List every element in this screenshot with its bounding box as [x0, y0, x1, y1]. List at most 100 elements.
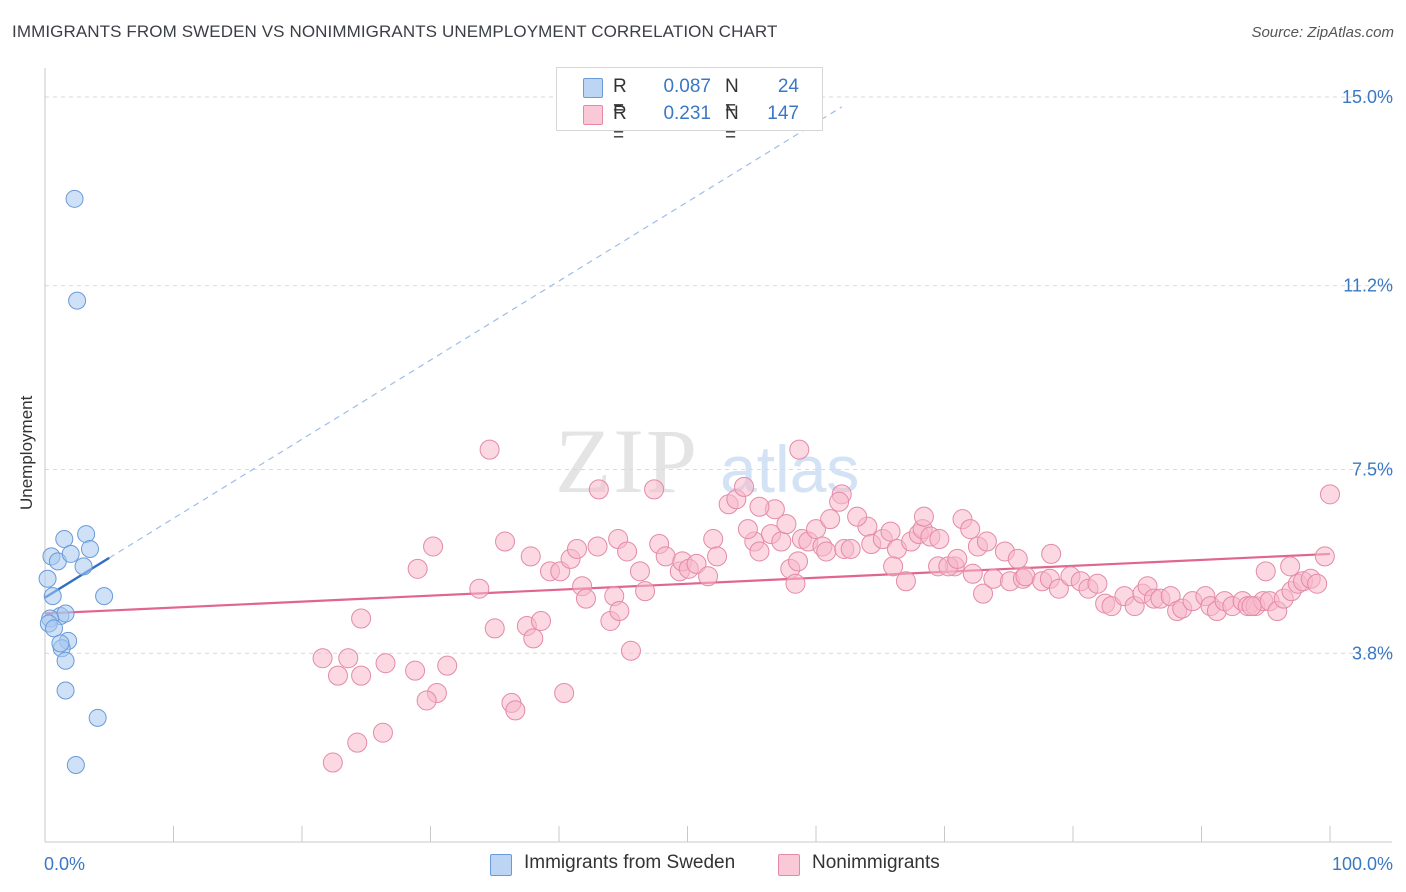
nonimmigrants-point: [929, 529, 950, 550]
nonimmigrants-point: [312, 648, 333, 669]
nonimmigrants-point: [1280, 556, 1301, 577]
sweden-point: [43, 587, 62, 606]
nonimmigrants-point: [635, 581, 656, 602]
nonimmigrants-point: [983, 568, 1004, 589]
sweden-point: [44, 619, 63, 638]
sweden-point: [65, 189, 84, 208]
y-tick-label: 15.0%: [1342, 87, 1393, 107]
nonimmigrants-point: [375, 653, 396, 674]
tick-labels: 3.8% 7.5% 11.2% 15.0% 0.0% 100.0%: [44, 87, 1393, 874]
trend-lines: [44, 106, 1331, 615]
nonimmigrants-point: [1307, 573, 1328, 594]
sweden-point: [55, 530, 74, 549]
nonimmigrants-point: [405, 660, 426, 681]
nonimmigrants-point: [655, 546, 676, 567]
nonimmigrants-point: [495, 531, 516, 552]
nonimmigrants-point: [531, 610, 552, 631]
nonimmigrants-point: [588, 479, 609, 500]
sweden-point: [61, 544, 80, 563]
nonimmigrants-point: [734, 476, 755, 497]
sweden-point: [56, 604, 75, 623]
nonimmigrants-point: [587, 536, 608, 557]
x-tick-label: 0.0%: [44, 854, 85, 874]
nonimmigrants-point: [847, 506, 868, 527]
nonimmigrants-point: [351, 608, 372, 629]
nonimmigrants-point: [806, 519, 826, 540]
legend-swatch-nonimmigrants: [583, 105, 603, 125]
legend-r-label: R =: [613, 76, 627, 119]
sweden-point: [68, 291, 87, 310]
nonimmigrants-point: [437, 655, 458, 676]
legend-r-value: 0.231: [663, 103, 711, 124]
nonimmigrants-point: [788, 551, 809, 572]
nonimmigrants-point: [484, 618, 505, 639]
sweden-point: [56, 651, 75, 670]
sweden-point: [74, 557, 93, 576]
nonimmigrants-point: [947, 548, 968, 569]
nonimmigrants-point: [776, 514, 797, 535]
nonimmigrants-point: [816, 541, 837, 562]
sweden-point: [95, 587, 114, 606]
nonimmigrants-point: [416, 690, 437, 711]
nonimmigrants-point: [785, 573, 806, 594]
watermark-zip: ZIP: [555, 410, 699, 512]
y-tick-label: 3.8%: [1352, 643, 1393, 663]
legend-n-value: 24: [777, 76, 799, 97]
sweden-point: [77, 525, 96, 544]
nonimmigrants-point: [962, 563, 983, 584]
nonimmigrants-point: [479, 439, 500, 460]
y-tick-label: 7.5%: [1352, 460, 1393, 480]
bottom-legend-label-nonimmigrants: Nonimmigrants: [812, 852, 940, 873]
nonimmigrants-point: [347, 732, 368, 753]
legend-n-label: N =: [725, 103, 739, 146]
nonimmigrants-point: [505, 700, 526, 721]
chart-source: Source: ZipAtlas.com: [1251, 24, 1394, 41]
nonimmigrants-point: [469, 578, 490, 599]
nonimmigrants-point: [609, 601, 630, 622]
legend-r-label: R =: [613, 103, 627, 146]
nonimmigrants-point: [973, 583, 994, 604]
legend-swatch-sweden: [583, 78, 603, 98]
nonimmigrants-point: [407, 558, 428, 579]
nonimmigrants-point: [1007, 548, 1028, 569]
nonimmigrants-point: [913, 506, 934, 527]
gridlines: [45, 96, 1392, 654]
bottom-legend-swatch-nonimmigrants: [778, 854, 800, 876]
nonimmigrants-point: [686, 553, 707, 574]
nonimmigrants-point: [1087, 573, 1108, 594]
nonimmigrants-point: [644, 479, 665, 500]
nonimmigrants-point: [327, 665, 348, 686]
nonimmigrants-point: [575, 588, 596, 609]
nonimmigrants-point: [1015, 566, 1036, 587]
nonimmigrants-point: [620, 640, 641, 661]
nonimmigrants-point: [1255, 561, 1276, 582]
nonimmigrants-point: [749, 541, 770, 562]
stats-legend: R = 0.087 N = 24 R = 0.231 N = 147: [556, 67, 823, 146]
nonimmigrants-point: [1048, 578, 1069, 599]
nonimmigrants-point: [629, 561, 650, 582]
sweden-point: [56, 681, 75, 700]
sweden-point: [38, 569, 57, 588]
nonimmigrants-point: [820, 509, 841, 530]
nonimmigrants-point: [960, 519, 981, 540]
nonimmigrants-point: [829, 491, 850, 512]
bottom-legend-swatch-sweden: [490, 854, 512, 876]
nonimmigrants-point: [1314, 546, 1335, 567]
nonimmigrants-point: [338, 648, 359, 669]
nonimmigrants-point: [372, 722, 393, 743]
nonimmigrants-point: [1320, 484, 1340, 505]
nonimmigrants-point: [771, 531, 792, 552]
legend-n-value: 147: [767, 103, 799, 124]
nonimmigrants-point: [883, 556, 904, 577]
sweden-point: [88, 708, 107, 727]
nonimmigrants-point: [520, 546, 541, 567]
sweden-point: [80, 539, 99, 558]
nonimmigrants-point: [840, 538, 861, 559]
x-tick-label: 100.0%: [1332, 854, 1393, 874]
nonimmigrants-point: [789, 439, 810, 460]
nonimmigrants-point: [703, 529, 724, 550]
nonimmigrants-point: [698, 566, 719, 587]
nonimmigrants-point: [566, 538, 587, 559]
nonimmigrants-point: [554, 683, 575, 703]
